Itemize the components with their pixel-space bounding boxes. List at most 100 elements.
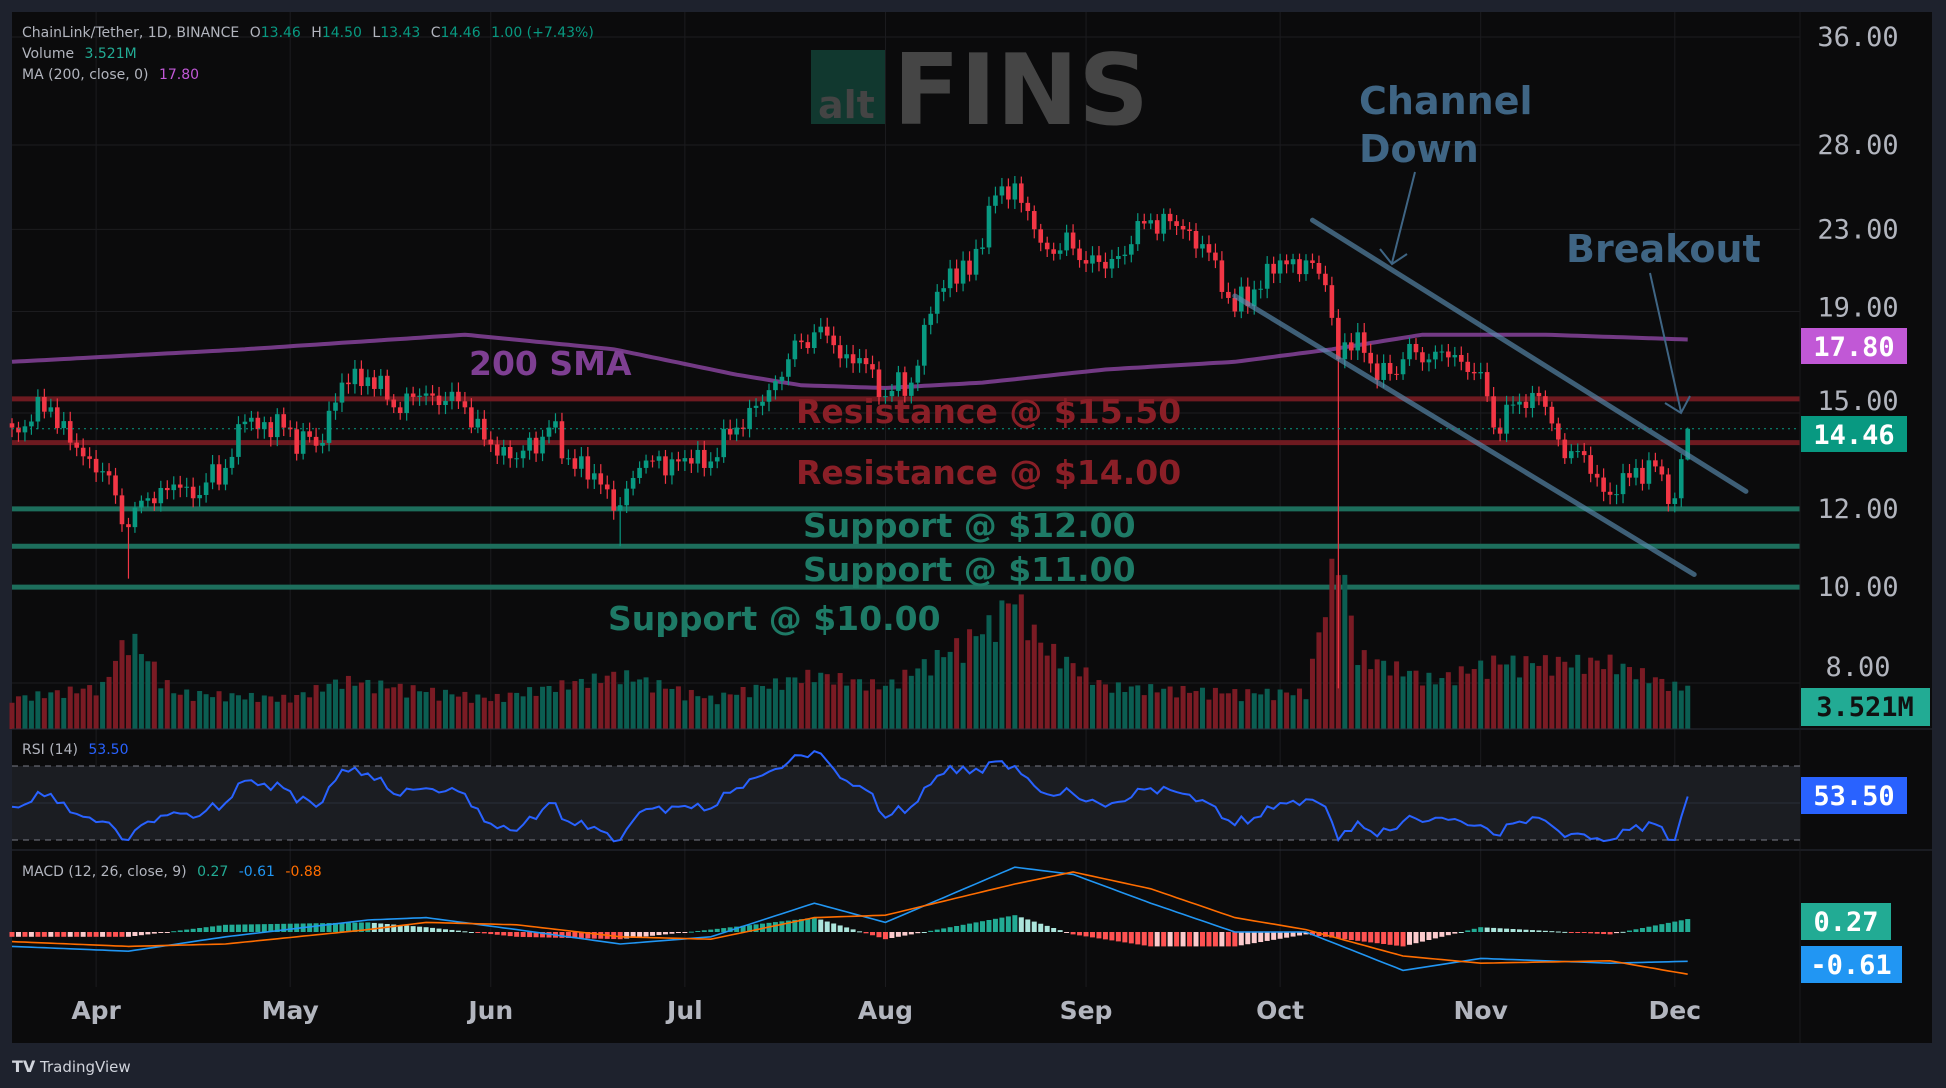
candle [249, 410, 254, 431]
macd-hist-bar [404, 925, 410, 932]
candle [475, 409, 481, 434]
volume-bar [1089, 684, 1095, 729]
candle [598, 464, 604, 495]
candle [436, 386, 442, 415]
candle-body [546, 427, 552, 437]
volume-bar [572, 681, 578, 729]
candle-body [436, 395, 442, 406]
candle [1348, 333, 1354, 360]
macd-hist-bar [113, 932, 119, 937]
macd-hist-bar [501, 932, 507, 936]
candle [883, 388, 888, 404]
tradingview-brand[interactable]: TV TradingView [12, 1057, 131, 1076]
volume-bar [1581, 673, 1587, 729]
candle [753, 398, 759, 417]
macd-hist-bar [1374, 932, 1380, 944]
macd-hist-bar [261, 924, 267, 932]
volume-bar [333, 679, 338, 729]
candle [760, 394, 765, 416]
candle-body [1064, 232, 1069, 251]
candle [274, 408, 280, 447]
candle-body [1484, 372, 1490, 397]
volume-bar [1678, 690, 1684, 729]
candle-body [689, 458, 694, 464]
candle [747, 399, 752, 438]
candle [514, 452, 519, 468]
candle [863, 349, 869, 374]
volume-bar [870, 679, 876, 729]
candle [902, 366, 908, 403]
candle-body [1116, 256, 1121, 259]
volume-bar [1529, 663, 1535, 729]
macd-hist-bar [591, 932, 597, 939]
volume-bar [1601, 669, 1607, 729]
volume-bar [831, 684, 837, 729]
ma-value: 17.80 [159, 67, 199, 83]
volume-bar [1419, 685, 1425, 729]
volume-bar [1497, 664, 1503, 729]
macd-hist-bar [1542, 930, 1548, 932]
volume-bar [1212, 687, 1218, 729]
macd-hist-bar [1070, 932, 1076, 935]
volume-bar [1329, 558, 1335, 729]
volume-bar [294, 694, 300, 729]
volume-bar [585, 687, 591, 729]
channel-down[interactable] [1232, 217, 1749, 577]
signal-value: -0.88 [285, 864, 321, 880]
candle-body [300, 431, 306, 454]
volume-bar [423, 692, 429, 729]
time-axis[interactable]: Apr May Jun Jul Aug Sep Oct Nov Dec [71, 996, 1701, 1025]
candle-body [67, 421, 73, 443]
candle-body [1446, 351, 1451, 358]
volume-bar [164, 680, 170, 729]
volume-bar [637, 679, 643, 729]
candle-body [1685, 428, 1691, 460]
macd-hist-bar [598, 932, 604, 939]
volume-bar [177, 694, 183, 729]
candle [1077, 239, 1082, 268]
macd-hist-bar [1128, 932, 1134, 944]
candle-body [811, 332, 817, 349]
macd-hist-bar [565, 932, 571, 938]
macd-hist-bar [818, 919, 824, 932]
candle-body [1478, 372, 1483, 374]
candle [106, 463, 112, 485]
volume-bar [28, 700, 34, 729]
candle-body [863, 358, 869, 365]
macd-hist-bar [35, 932, 41, 937]
macd-hist-bar [520, 932, 526, 937]
candle-body [1355, 332, 1361, 351]
candle [1361, 323, 1367, 363]
macd-hist-bar [1264, 932, 1270, 941]
candle-body [1672, 498, 1678, 504]
volume-bar [138, 654, 144, 729]
volume-bar [255, 701, 261, 729]
candle-body [320, 442, 325, 446]
macd-hist-bar [1335, 932, 1341, 939]
time-tick-label: Oct [1256, 996, 1304, 1025]
candle-body [29, 421, 34, 427]
macd-hist-bar [1517, 929, 1523, 932]
candle [1141, 213, 1147, 230]
candle [1413, 338, 1419, 360]
macd-hist-bar [1510, 929, 1516, 932]
candle-body [1517, 401, 1522, 405]
macd-hist-bar [947, 927, 953, 932]
candle [320, 433, 325, 454]
candle [669, 452, 675, 485]
candle-body [831, 335, 836, 346]
candle-body [592, 473, 597, 480]
candle [844, 344, 849, 368]
volume-bar [857, 679, 863, 729]
candle [494, 436, 500, 465]
macd-hist-bar [1225, 932, 1231, 947]
volume-bar [1575, 654, 1581, 729]
volume-bar [151, 661, 157, 729]
candle [294, 421, 299, 461]
candle [792, 334, 798, 367]
volume-bar [591, 673, 597, 729]
volume-bar [1284, 692, 1290, 729]
macd-hist-bar [1361, 932, 1367, 942]
candle [1213, 243, 1218, 269]
price-axis[interactable]: 36.00 28.00 23.00 19.00 15.00 12.00 10.00 8.00 [1817, 22, 1898, 683]
